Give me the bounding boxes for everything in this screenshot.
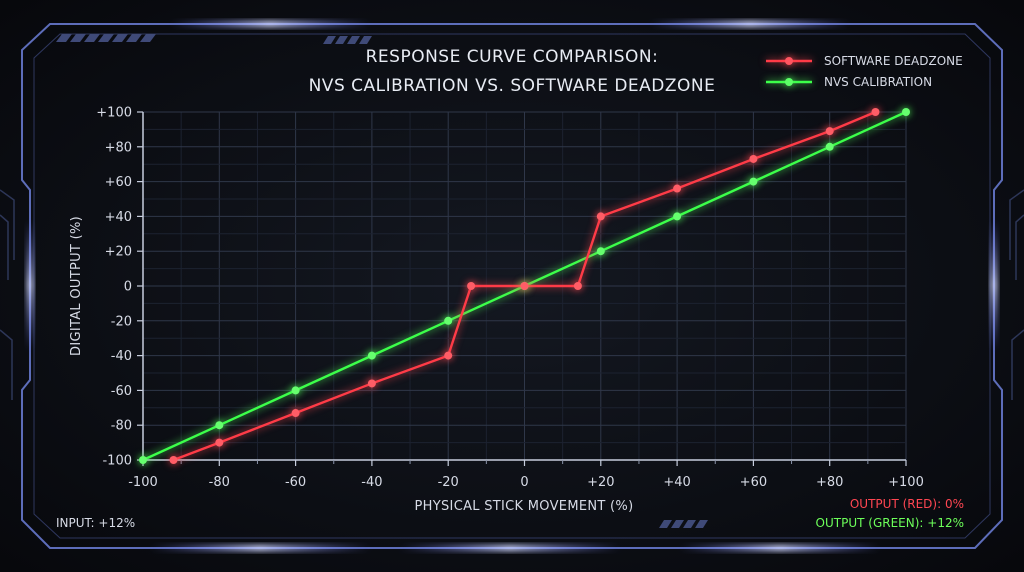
series-points: [139, 108, 910, 464]
data-point-software-deadzone: [749, 154, 758, 163]
y-tick-label: +100: [96, 106, 132, 121]
data-point-software-deadzone: [291, 409, 300, 418]
y-axis-title: DIGITAL OUTPUT (%): [69, 216, 84, 356]
input-readout: INPUT: +12%: [56, 516, 135, 530]
y-tick-label: +40: [105, 210, 132, 225]
x-tick-label: +40: [663, 475, 690, 490]
data-point-software-deadzone: [825, 127, 834, 136]
y-tick-label: -20: [111, 314, 132, 329]
data-point-software-deadzone: [871, 108, 880, 116]
data-point-nvs-calibration: [444, 316, 453, 325]
x-tick-label: -80: [209, 475, 230, 490]
data-point-software-deadzone: [169, 456, 178, 464]
data-point-nvs-calibration: [749, 177, 758, 186]
legend-label-software-deadzone: SOFTWARE DEADZONE: [824, 54, 963, 68]
data-point-software-deadzone: [444, 351, 453, 360]
data-point-nvs-calibration: [291, 386, 300, 395]
chart-title-line-1: RESPONSE CURVE COMPARISON:: [366, 47, 659, 67]
x-tick-label: +20: [587, 475, 614, 490]
x-tick-label: +100: [888, 475, 924, 490]
data-point-software-deadzone: [673, 184, 682, 193]
legend-label-nvs-calibration: NVS CALIBRATION: [824, 75, 932, 89]
y-tick-label: -80: [111, 419, 132, 434]
data-point-nvs-calibration: [902, 108, 910, 116]
data-point-nvs-calibration: [139, 456, 147, 464]
x-tick-label: -40: [361, 475, 382, 490]
y-tick-label: +20: [105, 245, 132, 260]
data-point-nvs-calibration: [215, 421, 224, 430]
data-point-software-deadzone: [467, 282, 476, 290]
y-tick-label: -100: [102, 454, 132, 469]
data-point-nvs-calibration: [673, 212, 682, 221]
y-axis-ticks: -100 -80 -60 -40 -20 0 +20 +40 +60 +80 +100: [96, 106, 143, 469]
data-point-software-deadzone: [367, 379, 376, 388]
output-green-readout: OUTPUT (GREEN): +12%: [816, 516, 964, 530]
legend: SOFTWARE DEADZONE NVS CALIBRATION: [766, 54, 963, 89]
data-point-software-deadzone: [596, 212, 605, 221]
x-axis-ticks: -100 -80 -60 -40 -20 0 +20 +40 +60 +80 +100: [128, 460, 924, 490]
x-tick-label: -60: [285, 475, 306, 490]
data-point-nvs-calibration: [367, 351, 376, 360]
y-tick-label: -40: [111, 349, 132, 364]
data-point-software-deadzone: [215, 438, 224, 447]
y-tick-label: +80: [105, 140, 132, 155]
data-point-software-deadzone: [520, 282, 529, 290]
y-tick-label: 0: [124, 280, 132, 295]
output-red-readout: OUTPUT (RED): 0%: [850, 497, 964, 511]
chart-title-line-2: NVS CALIBRATION VS. SOFTWARE DEADZONE: [309, 76, 716, 96]
x-tick-label: 0: [520, 475, 528, 490]
data-point-nvs-calibration: [825, 142, 834, 151]
x-tick-label: +60: [740, 475, 767, 490]
x-tick-label: -20: [438, 475, 459, 490]
x-tick-label: -100: [128, 475, 158, 490]
x-axis-title: PHYSICAL STICK MOVEMENT (%): [415, 499, 634, 514]
data-point-software-deadzone: [573, 282, 582, 290]
data-point-nvs-calibration: [596, 247, 605, 256]
hud-frame: [0, 21, 1024, 551]
y-tick-label: -60: [111, 384, 132, 399]
y-tick-label: +60: [105, 175, 132, 190]
x-tick-label: +80: [816, 475, 843, 490]
